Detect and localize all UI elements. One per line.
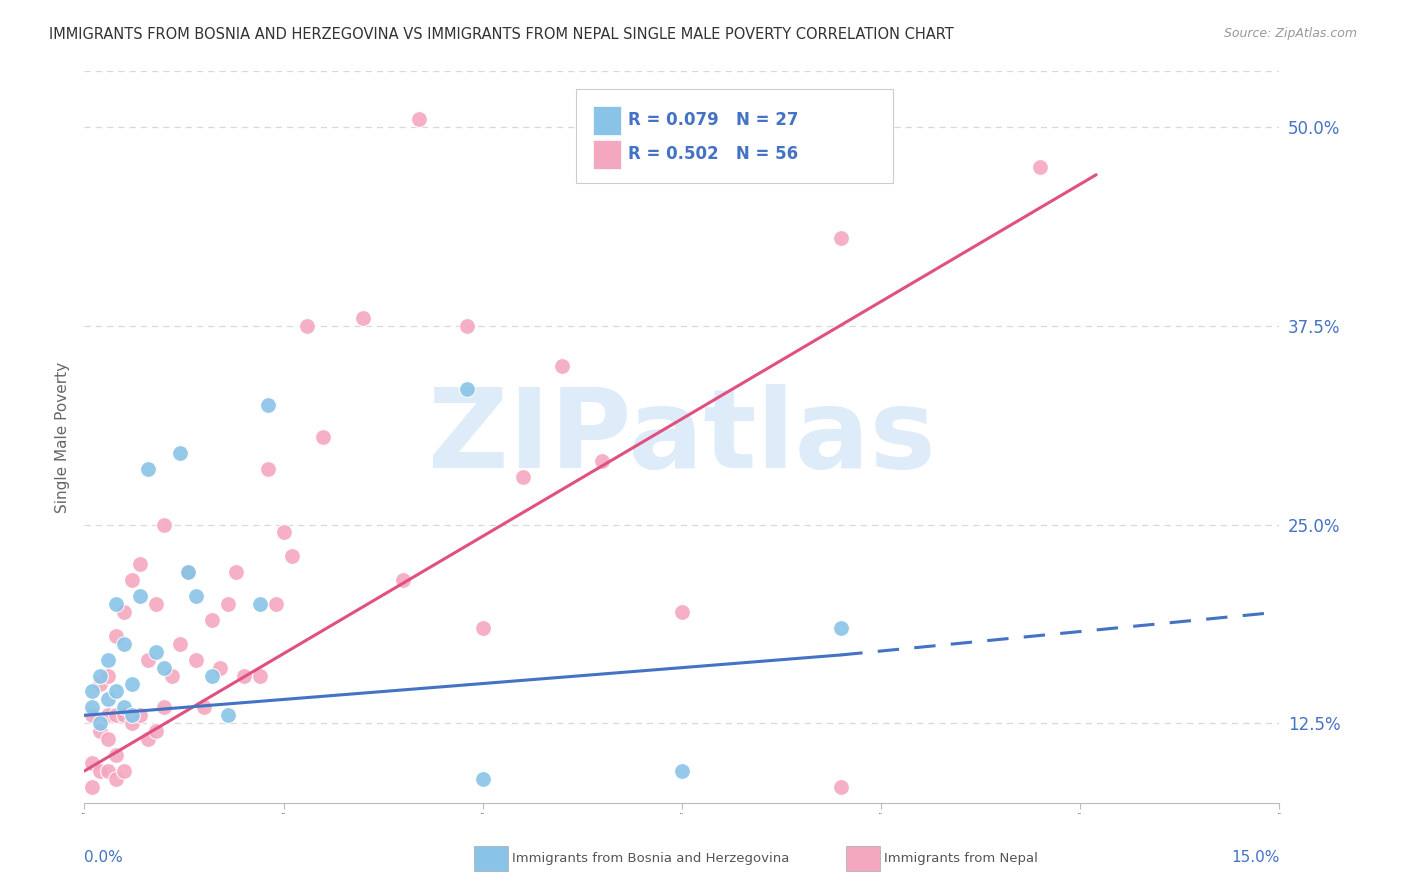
Point: [129, 558, 152, 572]
Text: R = 0.079   N = 27: R = 0.079 N = 27: [628, 112, 799, 129]
Point: [112, 708, 135, 723]
Point: [456, 318, 478, 333]
Point: [129, 589, 152, 603]
Point: [89, 668, 111, 682]
Point: [89, 676, 111, 690]
Text: 0.0%: 0.0%: [84, 850, 124, 865]
Point: [105, 597, 128, 611]
Point: [89, 716, 111, 731]
Point: [217, 597, 239, 611]
Point: [830, 780, 852, 794]
Point: [97, 708, 120, 723]
Point: [177, 566, 200, 580]
Point: [671, 605, 693, 619]
Point: [184, 653, 207, 667]
Point: [280, 549, 302, 564]
Point: [112, 764, 135, 778]
Point: [193, 700, 215, 714]
Point: [136, 653, 159, 667]
Point: [249, 668, 271, 682]
Point: [97, 653, 120, 667]
Point: [160, 668, 183, 682]
Point: [671, 764, 693, 778]
Point: [471, 621, 494, 635]
Point: [1029, 160, 1052, 174]
Point: [145, 724, 167, 739]
Point: [82, 708, 104, 723]
Point: [105, 772, 128, 786]
Point: [830, 621, 852, 635]
Point: [105, 748, 128, 763]
Point: [830, 231, 852, 245]
Point: [297, 318, 319, 333]
Point: [225, 566, 247, 580]
Point: [105, 684, 128, 698]
Point: [177, 566, 200, 580]
Point: [129, 708, 152, 723]
Point: [169, 637, 191, 651]
Point: [112, 637, 135, 651]
Point: [121, 676, 143, 690]
Point: [408, 112, 430, 126]
Text: 15.0%: 15.0%: [1232, 850, 1279, 865]
Point: [352, 310, 374, 325]
Point: [136, 732, 159, 747]
Text: Immigrants from Nepal: Immigrants from Nepal: [884, 852, 1038, 864]
Point: [201, 668, 224, 682]
Point: [105, 629, 128, 643]
Point: [256, 462, 278, 476]
Point: [136, 462, 159, 476]
Point: [456, 383, 478, 397]
Point: [145, 597, 167, 611]
Point: [89, 764, 111, 778]
Point: [82, 684, 104, 698]
Point: [145, 645, 167, 659]
Point: [97, 764, 120, 778]
Point: [249, 597, 271, 611]
Point: [392, 573, 415, 587]
Point: [97, 732, 120, 747]
Point: [121, 708, 143, 723]
Point: [551, 359, 574, 373]
Point: [121, 716, 143, 731]
Y-axis label: Single Male Poverty: Single Male Poverty: [55, 361, 70, 513]
Point: [112, 700, 135, 714]
Point: [112, 605, 135, 619]
Point: [312, 430, 335, 444]
Point: [208, 660, 231, 674]
Text: R = 0.502   N = 56: R = 0.502 N = 56: [628, 145, 799, 163]
Point: [97, 692, 120, 706]
Point: [169, 446, 191, 460]
Text: IMMIGRANTS FROM BOSNIA AND HERZEGOVINA VS IMMIGRANTS FROM NEPAL SINGLE MALE POVE: IMMIGRANTS FROM BOSNIA AND HERZEGOVINA V…: [49, 27, 953, 42]
Point: [153, 517, 176, 532]
Point: [82, 700, 104, 714]
Point: [184, 589, 207, 603]
Point: [512, 470, 534, 484]
Point: [153, 700, 176, 714]
Point: [264, 597, 287, 611]
Point: [256, 398, 278, 412]
Point: [97, 668, 120, 682]
Point: [89, 724, 111, 739]
Point: [471, 772, 494, 786]
Point: [82, 780, 104, 794]
Point: [121, 573, 143, 587]
Point: [273, 525, 295, 540]
Text: Source: ZipAtlas.com: Source: ZipAtlas.com: [1223, 27, 1357, 40]
Point: [105, 708, 128, 723]
Point: [153, 660, 176, 674]
Point: [82, 756, 104, 770]
Point: [591, 454, 613, 468]
Point: [217, 708, 239, 723]
Point: [201, 613, 224, 627]
Text: ZIPatlas: ZIPatlas: [427, 384, 936, 491]
Point: [232, 668, 254, 682]
Text: Immigrants from Bosnia and Herzegovina: Immigrants from Bosnia and Herzegovina: [512, 852, 789, 864]
